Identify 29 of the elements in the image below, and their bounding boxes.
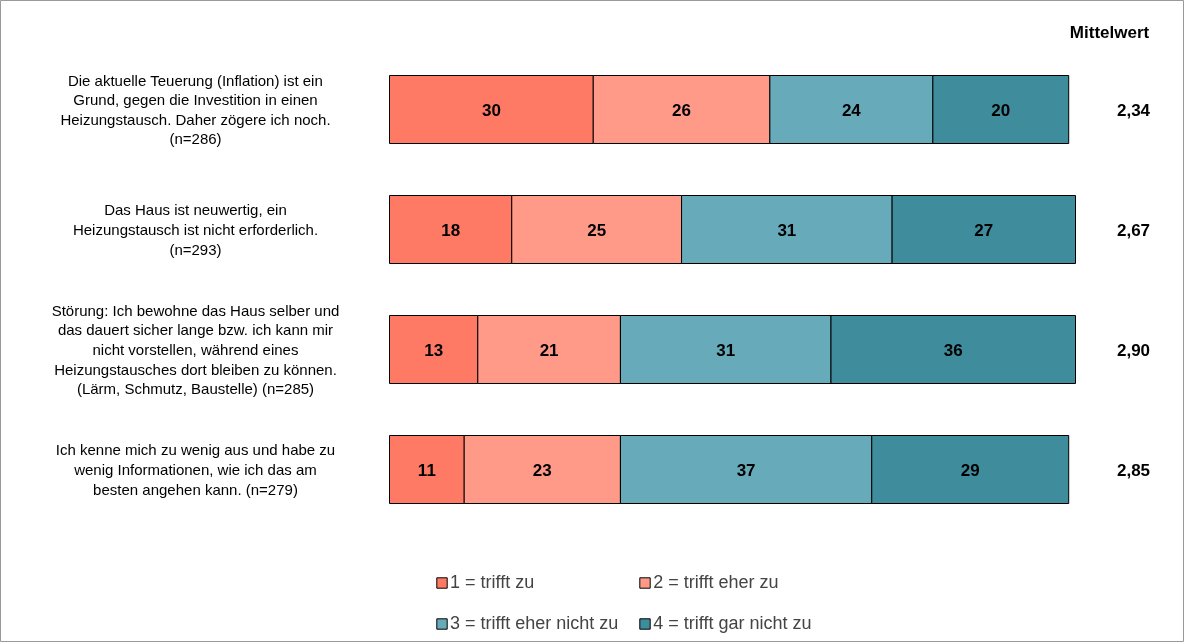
data-label: 31 xyxy=(777,220,797,240)
data-label: 21 xyxy=(539,340,559,360)
data-label: 18 xyxy=(441,220,461,240)
data-label: 31 xyxy=(716,340,736,360)
text: 2,34 xyxy=(1116,100,1151,120)
text: 2,90 xyxy=(1116,340,1151,360)
y-tick-label: Das Haus ist neuwertig, ein Heizungstausch ist nicht erforderlich. (n=293) xyxy=(72,201,319,258)
legend-label: 4 = trifft gar nicht zu xyxy=(653,613,812,634)
text: 2,85 xyxy=(1116,460,1151,480)
y-tick-label: Störung: Ich bewohne das Haus selber und das dauert sicher lange bzw. ich kann mir nicht vorstellen, während eines Heizungstausches dort bleiben zu können. (Lärm, Schmutz, Baustelle) (n=285) xyxy=(51,301,340,398)
data-label: 37 xyxy=(736,460,756,480)
legend-label: 3 = trifft eher nicht zu xyxy=(450,613,619,634)
y-tick-label: Ich kenne mich zu wenig aus und habe zu wenig Informationen, wie ich das am besten angehen kann. (n=279) xyxy=(55,441,336,498)
legend-label: 2 = trifft eher zu xyxy=(653,572,779,593)
data-label: 23 xyxy=(532,460,552,480)
text: Mittelwert xyxy=(1069,23,1150,42)
data-label: 27 xyxy=(974,220,994,240)
data-label: 25 xyxy=(587,220,607,240)
data-label: 36 xyxy=(943,340,963,360)
data-label: 11 xyxy=(417,460,436,480)
legend-label: 1 = trifft zu xyxy=(450,572,535,593)
data-label: 30 xyxy=(481,100,501,120)
data-label: 13 xyxy=(424,340,444,360)
data-label: 20 xyxy=(991,100,1011,120)
data-label: 26 xyxy=(672,100,692,120)
y-tick-label: Die aktuelle Teuerung (Inflation) ist ein Grund, gegen die Investition in einen Heizungstausch. Daher zögere ich noch. (n=286) xyxy=(60,71,331,148)
data-label: 24 xyxy=(841,100,862,120)
data-label: 29 xyxy=(960,460,980,480)
text: 2,67 xyxy=(1116,220,1151,240)
